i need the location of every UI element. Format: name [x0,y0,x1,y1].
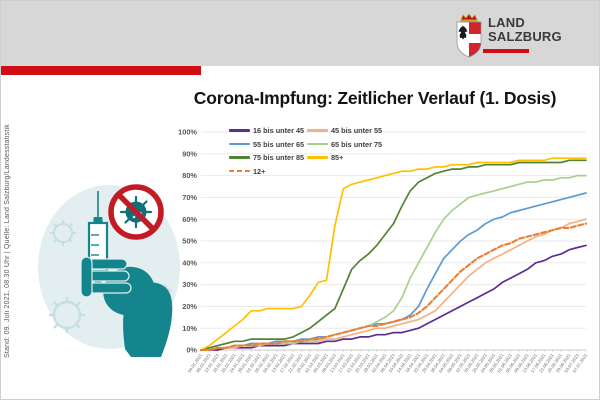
logo-text-land: LAND [488,15,525,30]
legend-label: 55 bis unter 65 [253,139,305,149]
y-axis-label: 10% [182,324,197,333]
series-line-75-bis-unter-85 [200,159,587,351]
legend-label: 12+ [253,166,266,176]
series-line-12plus [199,222,588,352]
legend-item: 65 bis unter 75 [307,139,383,149]
eagle-shape [458,26,468,40]
legend-swatch [307,129,328,132]
logo-text-salzburg: SALZBURG [488,28,562,44]
logo-text: LAND SALZBURG [488,16,562,43]
y-axis-label: 100% [178,128,197,137]
chart-legend: 16 bis unter 45 45 bis unter 55 55 bis unt… [229,126,383,176]
line-chart: 0%10%20%30%40%50%60%70%80%90%100%04.01.2… [178,128,589,374]
logo-red-underline [483,49,529,53]
y-axis-label: 0% [186,346,197,355]
legend-swatch [229,156,250,159]
y-axis-label: 70% [182,193,197,202]
legend-item: 45 bis unter 55 [307,126,383,135]
faint-virus-icon [49,297,85,333]
faint-virus-icon [50,220,76,246]
coat-of-arms-icon [456,13,482,58]
y-axis-label: 30% [182,280,197,289]
chart-area: 0% 10% 20% 30% 40% 50% 60% 70% 80% 90% 100% 04.01.2… [176,121,599,399]
hand-shape [80,256,173,357]
legend-swatch [229,169,250,173]
source-caption: Stand: 09. Juli 2021, 08.30 Uhr | Quelle… [4,124,11,358]
legend-label: 75 bis unter 85 [253,153,305,162]
legend-item: 12+ [229,167,303,176]
vaccine-illustration [29,179,189,357]
legend-swatch [229,129,250,132]
legend-label: 85+ [331,153,344,162]
legend-item: 75 bis unter 85 [229,153,305,162]
no-virus-icon [108,184,164,240]
legend-item: 16 bis unter 45 [229,126,305,135]
shield-outline [456,21,482,58]
shield-white-stripe [469,34,481,43]
prohibition-slash [116,192,156,232]
legend-label: 45 bis unter 55 [331,126,383,135]
y-axis-label: 20% [182,302,197,311]
legend-item: 55 bis unter 65 [229,139,305,149]
crown-shape [460,13,478,21]
legend-label: 16 bis unter 45 [253,126,305,135]
salzburg-logo: LAND SALZBURG [456,12,576,60]
y-axis-label: 80% [182,171,197,180]
legend-swatch [229,142,250,146]
crown-band [460,19,478,22]
legend-swatch [307,156,328,159]
page-title: Corona-Impfung: Zeitlicher Verlauf (1. D… [193,88,557,108]
series-line-85plus [200,157,587,351]
header-band [1,1,599,66]
legend-item: 85+ [307,153,381,162]
y-axis-label: 60% [182,215,197,224]
red-accent-bar [1,66,201,75]
legend-swatch [307,142,328,146]
legend-label: 65 bis unter 75 [331,139,383,149]
series-line-16-bis-unter-45 [200,244,587,351]
y-axis-label: 40% [182,258,197,267]
y-axis-label: 90% [182,149,197,158]
y-axis-label: 50% [182,237,197,246]
